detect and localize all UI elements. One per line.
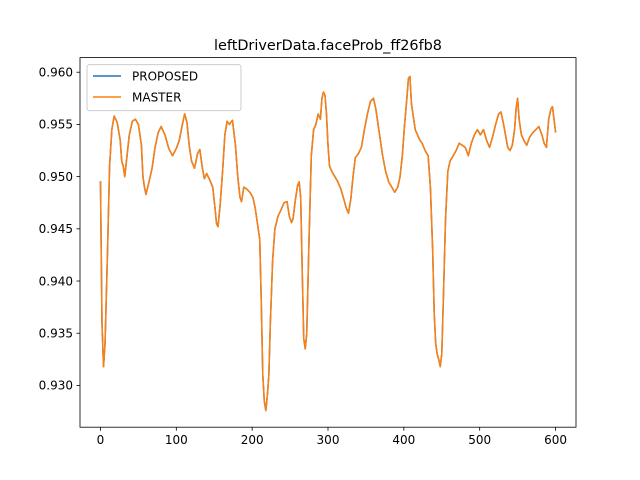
- x-tick-label: 100: [165, 433, 188, 447]
- x-axis: 0 100 200 300 400 500 600: [97, 427, 567, 447]
- x-tick-label: 200: [241, 433, 264, 447]
- y-tick-label: 0.930: [39, 379, 73, 393]
- series-layer: [99, 75, 557, 412]
- x-tick-label: 500: [468, 433, 491, 447]
- y-tick-label: 0.940: [39, 274, 73, 288]
- x-tick-label: 0: [97, 433, 105, 447]
- legend-box: [86, 64, 242, 112]
- x-tick-label: 400: [392, 433, 415, 447]
- legend: PROPOSED MASTER: [86, 64, 242, 112]
- y-axis: 0.930 0.935 0.940 0.945 0.950 0.955 0.960: [39, 66, 80, 393]
- legend-label-master: MASTER: [132, 91, 181, 105]
- legend-label-proposed: PROPOSED: [132, 70, 198, 84]
- y-tick-label: 0.955: [39, 118, 73, 132]
- y-tick-label: 0.935: [39, 327, 73, 341]
- y-tick-label: 0.960: [39, 66, 73, 80]
- chart-title: leftDriverData.faceProb_ff26fb8: [214, 38, 442, 54]
- series-line-master: [99, 75, 557, 412]
- plot-area: [80, 57, 576, 428]
- x-tick-label: 300: [317, 433, 340, 447]
- y-tick-label: 0.950: [39, 170, 73, 184]
- y-tick-label: 0.945: [39, 222, 73, 236]
- x-tick-label: 600: [544, 433, 567, 447]
